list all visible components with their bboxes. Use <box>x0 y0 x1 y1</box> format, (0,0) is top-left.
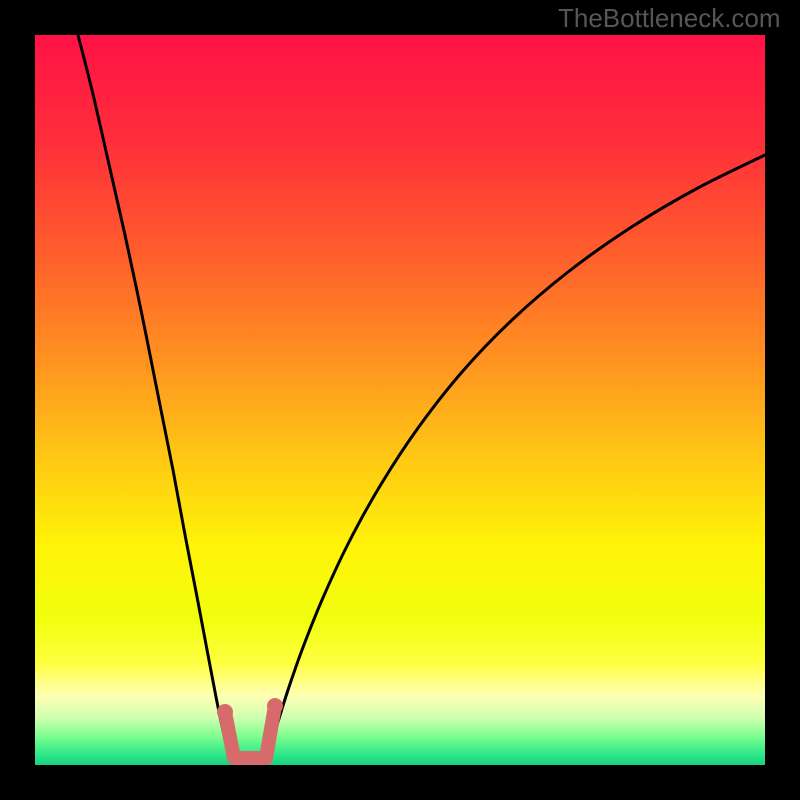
watermark-text: TheBottleneck.com <box>558 3 781 34</box>
highlight-dot-left-top <box>217 704 233 720</box>
highlight-dot-right-top <box>267 698 283 714</box>
gradient-background <box>35 35 765 765</box>
bottleneck-chart <box>35 35 765 765</box>
chart-frame <box>35 35 765 765</box>
